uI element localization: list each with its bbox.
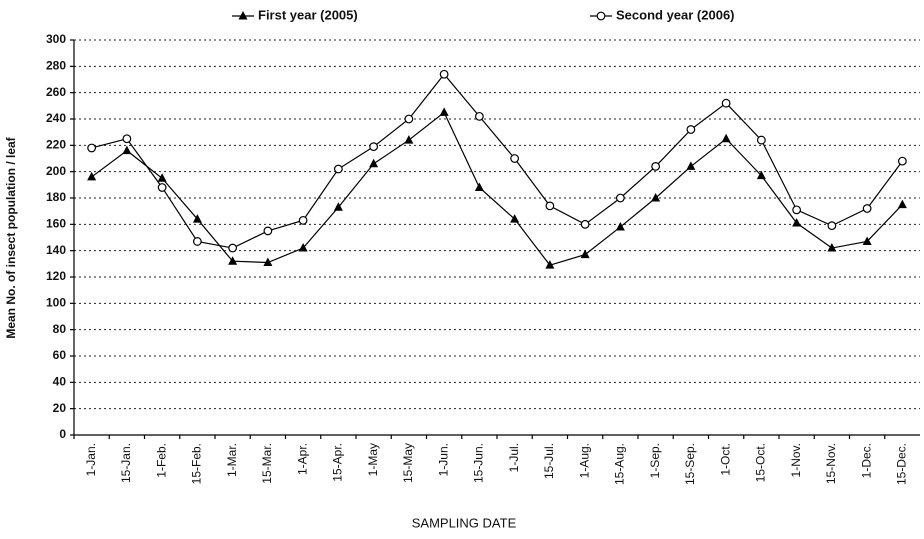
marker [333, 202, 343, 211]
x-tick-label: 1-Nov. [789, 443, 803, 477]
legend-marker [596, 11, 606, 21]
marker [228, 243, 238, 253]
marker [474, 111, 484, 121]
series-line [91, 111, 903, 266]
marker [897, 199, 907, 209]
marker [686, 125, 696, 134]
marker [827, 243, 837, 252]
x-tick-label: 1-Feb. [154, 443, 168, 478]
x-axis-label: SAMPLING DATE [412, 515, 517, 530]
marker [545, 260, 555, 269]
legend-label: Second year (2006) [616, 7, 735, 22]
x-tick-label: 15-May [401, 443, 415, 483]
x-tick-label: 1-Sep. [648, 443, 662, 478]
x-tick-label: 1-May [366, 443, 380, 476]
x-tick-label: 15-Jun. [472, 443, 486, 483]
marker [369, 142, 379, 152]
y-tick-label: 280 [46, 59, 66, 73]
x-tick-label: 15-Oct. [754, 443, 768, 482]
y-tick-label: 80 [53, 322, 67, 336]
marker [87, 143, 97, 153]
marker [897, 156, 907, 166]
marker [792, 205, 802, 215]
marker [192, 237, 202, 246]
x-tick-label: 15-Jan. [119, 443, 133, 483]
marker [792, 218, 802, 227]
marker [122, 134, 132, 144]
x-tick-label: 15-Aug. [613, 443, 627, 485]
marker [122, 145, 132, 155]
y-tick-label: 240 [46, 111, 66, 125]
x-tick-label: 1-Apr. [295, 443, 309, 475]
x-tick-label: 1-Aug. [577, 443, 591, 478]
y-tick-label: 20 [53, 401, 67, 415]
marker [298, 243, 308, 252]
marker [721, 133, 731, 143]
marker [228, 256, 238, 265]
y-tick-label: 160 [46, 217, 66, 231]
marker [333, 164, 343, 174]
x-tick-label: 1-Oct. [718, 443, 732, 476]
marker [404, 135, 414, 144]
y-tick-label: 0 [59, 427, 66, 441]
marker [545, 201, 555, 211]
marker [157, 173, 167, 182]
x-tick-label: 15-Jul. [542, 443, 556, 479]
marker [192, 214, 202, 223]
y-axis-label: Mean No. of insect population / leaf [4, 136, 18, 338]
marker [263, 226, 273, 236]
y-tick-label: 260 [46, 85, 66, 99]
marker [686, 161, 696, 170]
y-tick-label: 100 [46, 296, 66, 310]
x-tick-label: 15-Nov. [824, 443, 838, 484]
y-tick-label: 140 [46, 243, 66, 257]
legend-marker [238, 11, 248, 20]
marker [580, 219, 590, 229]
x-tick-label: 1-Jul. [507, 443, 521, 472]
marker [615, 193, 625, 203]
marker [474, 182, 484, 191]
marker [721, 98, 731, 108]
x-tick-label: 15-Dec. [895, 443, 909, 485]
marker [157, 183, 167, 192]
marker [862, 204, 872, 213]
x-tick-label: 1-Mar. [225, 443, 239, 477]
y-tick-label: 200 [46, 164, 66, 178]
x-tick-label: 1-Jan. [84, 443, 98, 476]
marker [862, 236, 872, 245]
marker [404, 114, 414, 124]
x-tick-label: 1-Jun. [436, 443, 450, 476]
y-tick-label: 40 [53, 375, 67, 389]
marker [439, 69, 449, 79]
series-line [91, 73, 903, 249]
marker [580, 249, 590, 259]
marker [510, 154, 520, 163]
marker [298, 215, 308, 225]
marker [615, 221, 625, 231]
marker [439, 107, 449, 116]
y-tick-label: 220 [46, 138, 66, 152]
y-tick-label: 120 [46, 269, 66, 283]
y-tick-label: 180 [46, 190, 66, 204]
marker [756, 170, 766, 180]
marker [263, 257, 273, 267]
marker [827, 221, 837, 231]
marker [87, 171, 97, 181]
marker [651, 193, 661, 202]
marker [510, 214, 520, 223]
y-tick-label: 60 [53, 348, 67, 362]
x-tick-label: 15-Feb. [190, 443, 204, 484]
y-tick-label: 300 [46, 32, 66, 46]
x-tick-label: 15-Mar. [260, 443, 274, 484]
marker [651, 161, 661, 171]
x-tick-label: 15-Apr. [331, 443, 345, 482]
x-tick-label: 1-Dec. [859, 443, 873, 478]
x-tick-label: 15-Sep. [683, 443, 697, 485]
marker [756, 135, 766, 145]
marker [369, 158, 379, 168]
legend-label: First year (2005) [258, 7, 358, 22]
